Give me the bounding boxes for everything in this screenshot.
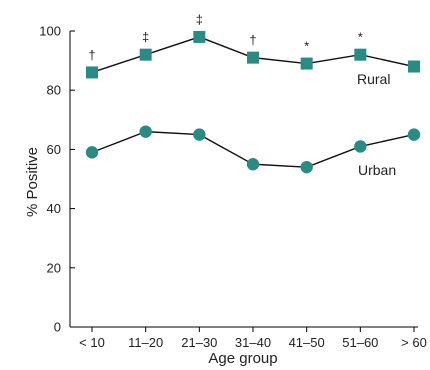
data-point [139, 125, 152, 138]
y-tick-label: 80 [47, 83, 61, 98]
data-point [85, 146, 99, 159]
significance-marker: † [249, 33, 256, 48]
data-point [247, 51, 259, 64]
significance-marker: ‡ [196, 12, 203, 27]
y-tick-label: 0 [54, 320, 61, 335]
data-point [246, 158, 260, 171]
y-tick-label: 40 [47, 201, 61, 216]
x-tick-label: > 60 [401, 335, 427, 350]
x-ticks: < 10 11–20 21–30 31–40 41–50 51–60 > 60 [79, 327, 427, 350]
series-urban: Urban [85, 125, 421, 178]
y-tick-label: 20 [47, 260, 61, 275]
y-tick-label: 100 [39, 24, 61, 39]
significance-marker: ‡ [142, 30, 149, 45]
x-tick-label: 41–50 [289, 335, 325, 350]
series-layer: † ‡ ‡ † * * Rural Urban [85, 12, 421, 178]
x-tick-label: 51–60 [342, 335, 378, 350]
x-tick-label: 31–40 [235, 335, 271, 350]
significance-marker: * [358, 30, 363, 45]
data-point [139, 48, 152, 61]
data-point [354, 140, 367, 153]
x-tick-label: 11–20 [128, 335, 163, 350]
series-rural: † ‡ ‡ † * * Rural [86, 12, 420, 87]
x-tick-label: 21–30 [181, 335, 217, 350]
data-point [300, 57, 313, 70]
series-label: Urban [358, 162, 396, 178]
data-point [354, 48, 367, 61]
y-ticks: 0 20 40 60 80 100 [39, 24, 75, 335]
y-tick-label: 60 [47, 142, 61, 157]
significance-marker: † [88, 47, 95, 62]
y-axis-title: % Positive [24, 147, 41, 217]
x-tick-label: < 10 [79, 335, 105, 350]
data-point [407, 128, 421, 141]
significance-marker: * [304, 39, 309, 54]
data-point [300, 160, 313, 174]
data-point [408, 60, 420, 73]
data-point [193, 30, 206, 43]
data-point [193, 128, 206, 141]
series-label: Rural [357, 71, 390, 87]
data-point [86, 66, 98, 79]
x-axis-title: Age group [208, 350, 277, 367]
